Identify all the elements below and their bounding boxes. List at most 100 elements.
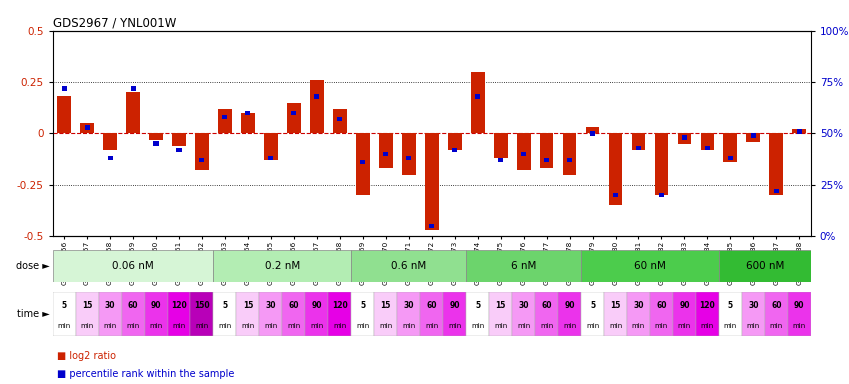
- Bar: [76, 292, 98, 336]
- Text: min: min: [632, 323, 645, 329]
- Bar: [765, 292, 788, 336]
- Text: min: min: [357, 323, 369, 329]
- Bar: [796, 129, 801, 134]
- Bar: [590, 131, 595, 136]
- Text: min: min: [195, 323, 209, 329]
- Bar: [264, 134, 278, 160]
- Text: 60 nM: 60 nM: [634, 261, 666, 271]
- Bar: [535, 292, 558, 336]
- Bar: [563, 134, 576, 175]
- Bar: [291, 111, 296, 115]
- Text: min: min: [586, 323, 599, 329]
- Text: min: min: [218, 323, 232, 329]
- Bar: [613, 193, 618, 197]
- Bar: [453, 147, 458, 152]
- Text: 90: 90: [449, 301, 460, 311]
- Text: 15: 15: [610, 301, 621, 311]
- Bar: [517, 134, 531, 170]
- Text: 30: 30: [266, 301, 276, 311]
- Bar: [195, 134, 209, 170]
- Bar: [696, 292, 719, 336]
- Text: min: min: [149, 323, 163, 329]
- Text: min: min: [287, 323, 301, 329]
- Bar: [773, 189, 779, 193]
- Bar: [659, 193, 664, 197]
- Text: min: min: [380, 323, 392, 329]
- Bar: [268, 156, 273, 161]
- Bar: [57, 96, 71, 134]
- Text: 90: 90: [151, 301, 161, 311]
- Bar: [632, 134, 645, 150]
- Bar: [498, 158, 503, 162]
- Text: min: min: [540, 323, 554, 329]
- Bar: [769, 134, 784, 195]
- Bar: [241, 113, 255, 134]
- Text: 5: 5: [360, 301, 365, 311]
- Text: min: min: [448, 323, 461, 329]
- Text: 30: 30: [403, 301, 414, 311]
- Bar: [424, 134, 439, 230]
- Text: min: min: [678, 323, 691, 329]
- Text: min: min: [793, 323, 806, 329]
- Bar: [494, 134, 508, 158]
- Bar: [108, 156, 113, 161]
- Bar: [306, 292, 329, 336]
- Text: 60: 60: [771, 301, 782, 311]
- Text: 15: 15: [380, 301, 391, 311]
- Text: min: min: [655, 323, 668, 329]
- Text: 90: 90: [679, 301, 689, 311]
- Bar: [356, 134, 369, 195]
- Text: 120: 120: [332, 301, 348, 311]
- Text: min: min: [747, 323, 760, 329]
- Bar: [719, 250, 811, 282]
- Text: min: min: [310, 323, 323, 329]
- Text: min: min: [425, 323, 438, 329]
- Bar: [682, 135, 687, 140]
- Bar: [728, 156, 733, 161]
- Text: min: min: [770, 323, 783, 329]
- Bar: [420, 292, 443, 336]
- Bar: [121, 292, 144, 336]
- Text: min: min: [517, 323, 531, 329]
- Text: min: min: [494, 323, 507, 329]
- Bar: [53, 250, 213, 282]
- Text: ■ log2 ratio: ■ log2 ratio: [57, 351, 115, 361]
- Bar: [604, 292, 627, 336]
- Bar: [190, 292, 213, 336]
- Bar: [443, 292, 466, 336]
- Text: min: min: [58, 323, 70, 329]
- Text: 5: 5: [590, 301, 595, 311]
- Text: time ►: time ►: [17, 309, 50, 319]
- Bar: [581, 250, 719, 282]
- Bar: [751, 133, 756, 138]
- Text: 90: 90: [565, 301, 575, 311]
- Bar: [475, 94, 481, 99]
- Bar: [406, 156, 411, 161]
- Text: 60: 60: [542, 301, 552, 311]
- Text: min: min: [609, 323, 622, 329]
- Text: dose ►: dose ►: [16, 261, 50, 271]
- Text: ■ percentile rank within the sample: ■ percentile rank within the sample: [57, 369, 234, 379]
- Bar: [471, 72, 485, 134]
- Bar: [723, 134, 737, 162]
- Bar: [80, 123, 94, 134]
- Bar: [177, 147, 182, 152]
- Text: 5: 5: [62, 301, 67, 311]
- Text: 5: 5: [222, 301, 228, 311]
- Bar: [586, 127, 599, 134]
- Bar: [131, 86, 136, 91]
- Text: 90: 90: [312, 301, 322, 311]
- Bar: [200, 158, 205, 162]
- Bar: [792, 129, 807, 134]
- Text: min: min: [563, 323, 576, 329]
- Bar: [540, 134, 554, 168]
- Bar: [287, 103, 301, 134]
- Text: 0.6 nM: 0.6 nM: [391, 261, 426, 271]
- Bar: [655, 134, 668, 195]
- Text: 60: 60: [426, 301, 437, 311]
- Bar: [466, 250, 581, 282]
- Bar: [351, 292, 374, 336]
- Bar: [62, 86, 67, 91]
- Bar: [222, 115, 228, 119]
- Bar: [213, 292, 236, 336]
